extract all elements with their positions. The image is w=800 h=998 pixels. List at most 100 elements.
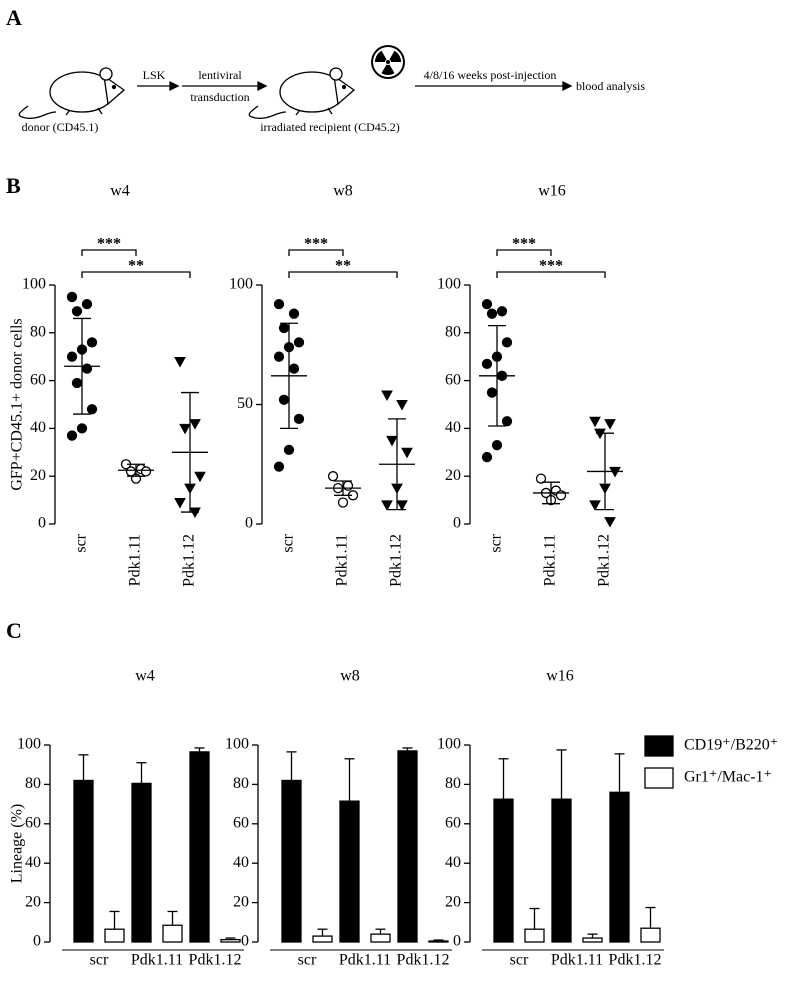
data-point (189, 419, 201, 430)
x-tick-label: Pdk1.11 (334, 534, 351, 586)
y-tick-label: 40 (30, 419, 46, 436)
y-tick-label: 100 (17, 736, 41, 753)
data-point (86, 404, 98, 415)
schematic-label: LSK (143, 68, 166, 82)
data-point (481, 451, 493, 463)
y-tick-label: 80 (445, 775, 461, 792)
legend-label: CD19⁺/B220⁺ (684, 737, 778, 754)
bar (104, 928, 125, 943)
bar (524, 928, 545, 943)
data-point (501, 337, 513, 348)
bar (189, 751, 210, 943)
x-tick-label: scr (90, 952, 109, 969)
data-point (81, 363, 93, 374)
data-point (288, 308, 300, 319)
x-tick-label: Pdk1.12 (189, 952, 242, 969)
y-tick-label: 100 (437, 736, 461, 753)
chart-title: w8 (340, 668, 360, 685)
x-tick-label: Pdk1.12 (181, 534, 198, 587)
x-tick-label: Pdk1.11 (542, 534, 559, 586)
y-tick-label: 100 (437, 276, 461, 293)
arrows (137, 80, 573, 92)
data-point (496, 306, 508, 317)
data-point (66, 291, 78, 303)
data-point (278, 394, 290, 405)
x-tick-label: Pdk1.12 (609, 952, 662, 969)
x-tick-label: Pdk1.11 (127, 534, 144, 586)
schematic-label: donor (CD45.1) (22, 120, 99, 134)
data-point (71, 377, 83, 389)
data-point (401, 447, 413, 459)
data-point (604, 517, 616, 528)
bar (428, 940, 449, 943)
bar (281, 779, 302, 943)
x-tick-label: scr (73, 533, 90, 552)
data-point (76, 423, 88, 434)
x-tick-label: Pdk1.11 (551, 952, 603, 969)
bar (609, 791, 630, 943)
chart-title: w16 (538, 183, 566, 200)
bar (640, 927, 661, 943)
schematic-label: irradiated recipient (CD45.2) (260, 120, 400, 134)
y-tick-label: 60 (30, 371, 46, 388)
y-tick-label: 0 (38, 515, 46, 532)
bar (312, 935, 333, 943)
data-point (288, 363, 300, 374)
y-tick-label: 20 (25, 893, 41, 910)
significance-label: *** (97, 236, 121, 253)
data-point (342, 480, 354, 491)
data-point (337, 497, 349, 508)
significance-bracket (81, 271, 191, 278)
significance-bracket (496, 249, 552, 256)
recipient-mouse (248, 67, 356, 119)
data-point (535, 473, 547, 484)
x-tick-label: scr (510, 952, 529, 969)
y-tick-label: 20 (445, 893, 461, 910)
significance-bracket (288, 249, 344, 256)
significance-label: *** (539, 258, 563, 275)
bar (582, 937, 603, 943)
y-tick-label: 80 (25, 775, 41, 792)
data-point (491, 439, 503, 451)
data-point (604, 419, 616, 430)
data-point (386, 435, 398, 447)
significance-label: ** (128, 258, 144, 275)
bar (73, 779, 94, 943)
y-tick-label: 80 (30, 323, 46, 340)
data-point (293, 337, 305, 348)
y-tick-label: 40 (25, 854, 41, 871)
y-tick-label: 100 (229, 276, 253, 293)
y-tick-label: 50 (237, 395, 253, 412)
significance-label: *** (512, 236, 536, 253)
panel-letter: C (6, 618, 22, 643)
y-tick-label: 20 (445, 467, 461, 484)
legend-swatch (644, 767, 674, 789)
data-point (381, 390, 393, 401)
data-point (194, 471, 206, 483)
x-tick-label: scr (280, 533, 297, 552)
data-point (140, 466, 152, 477)
bar (397, 750, 418, 943)
y-tick-label: 40 (445, 854, 461, 871)
y-tick-label: 80 (445, 323, 461, 340)
bar (162, 924, 183, 943)
data-point (278, 322, 290, 334)
data-point (273, 351, 285, 362)
significance-bracket (496, 271, 606, 278)
x-tick-label: Pdk1.12 (397, 952, 450, 969)
y-tick-label: 60 (445, 371, 461, 388)
y-tick-label: 100 (22, 276, 46, 293)
schematic-label: 4/8/16 weeks post-injection (424, 68, 557, 82)
y-axis-label: GFP+CD45.1+ donor cells (9, 318, 26, 490)
x-tick-label: scr (488, 533, 505, 552)
y-tick-label: 40 (233, 854, 249, 871)
y-tick-label: 20 (30, 467, 46, 484)
bar (220, 938, 241, 943)
y-tick-label: 60 (445, 814, 461, 831)
data-point (86, 337, 98, 348)
legend-label: Gr1⁺/Mac-1⁺ (684, 769, 772, 786)
significance-bracket (288, 271, 398, 278)
data-point (327, 471, 339, 482)
chart-title: w4 (135, 668, 155, 685)
data-point (481, 298, 493, 310)
